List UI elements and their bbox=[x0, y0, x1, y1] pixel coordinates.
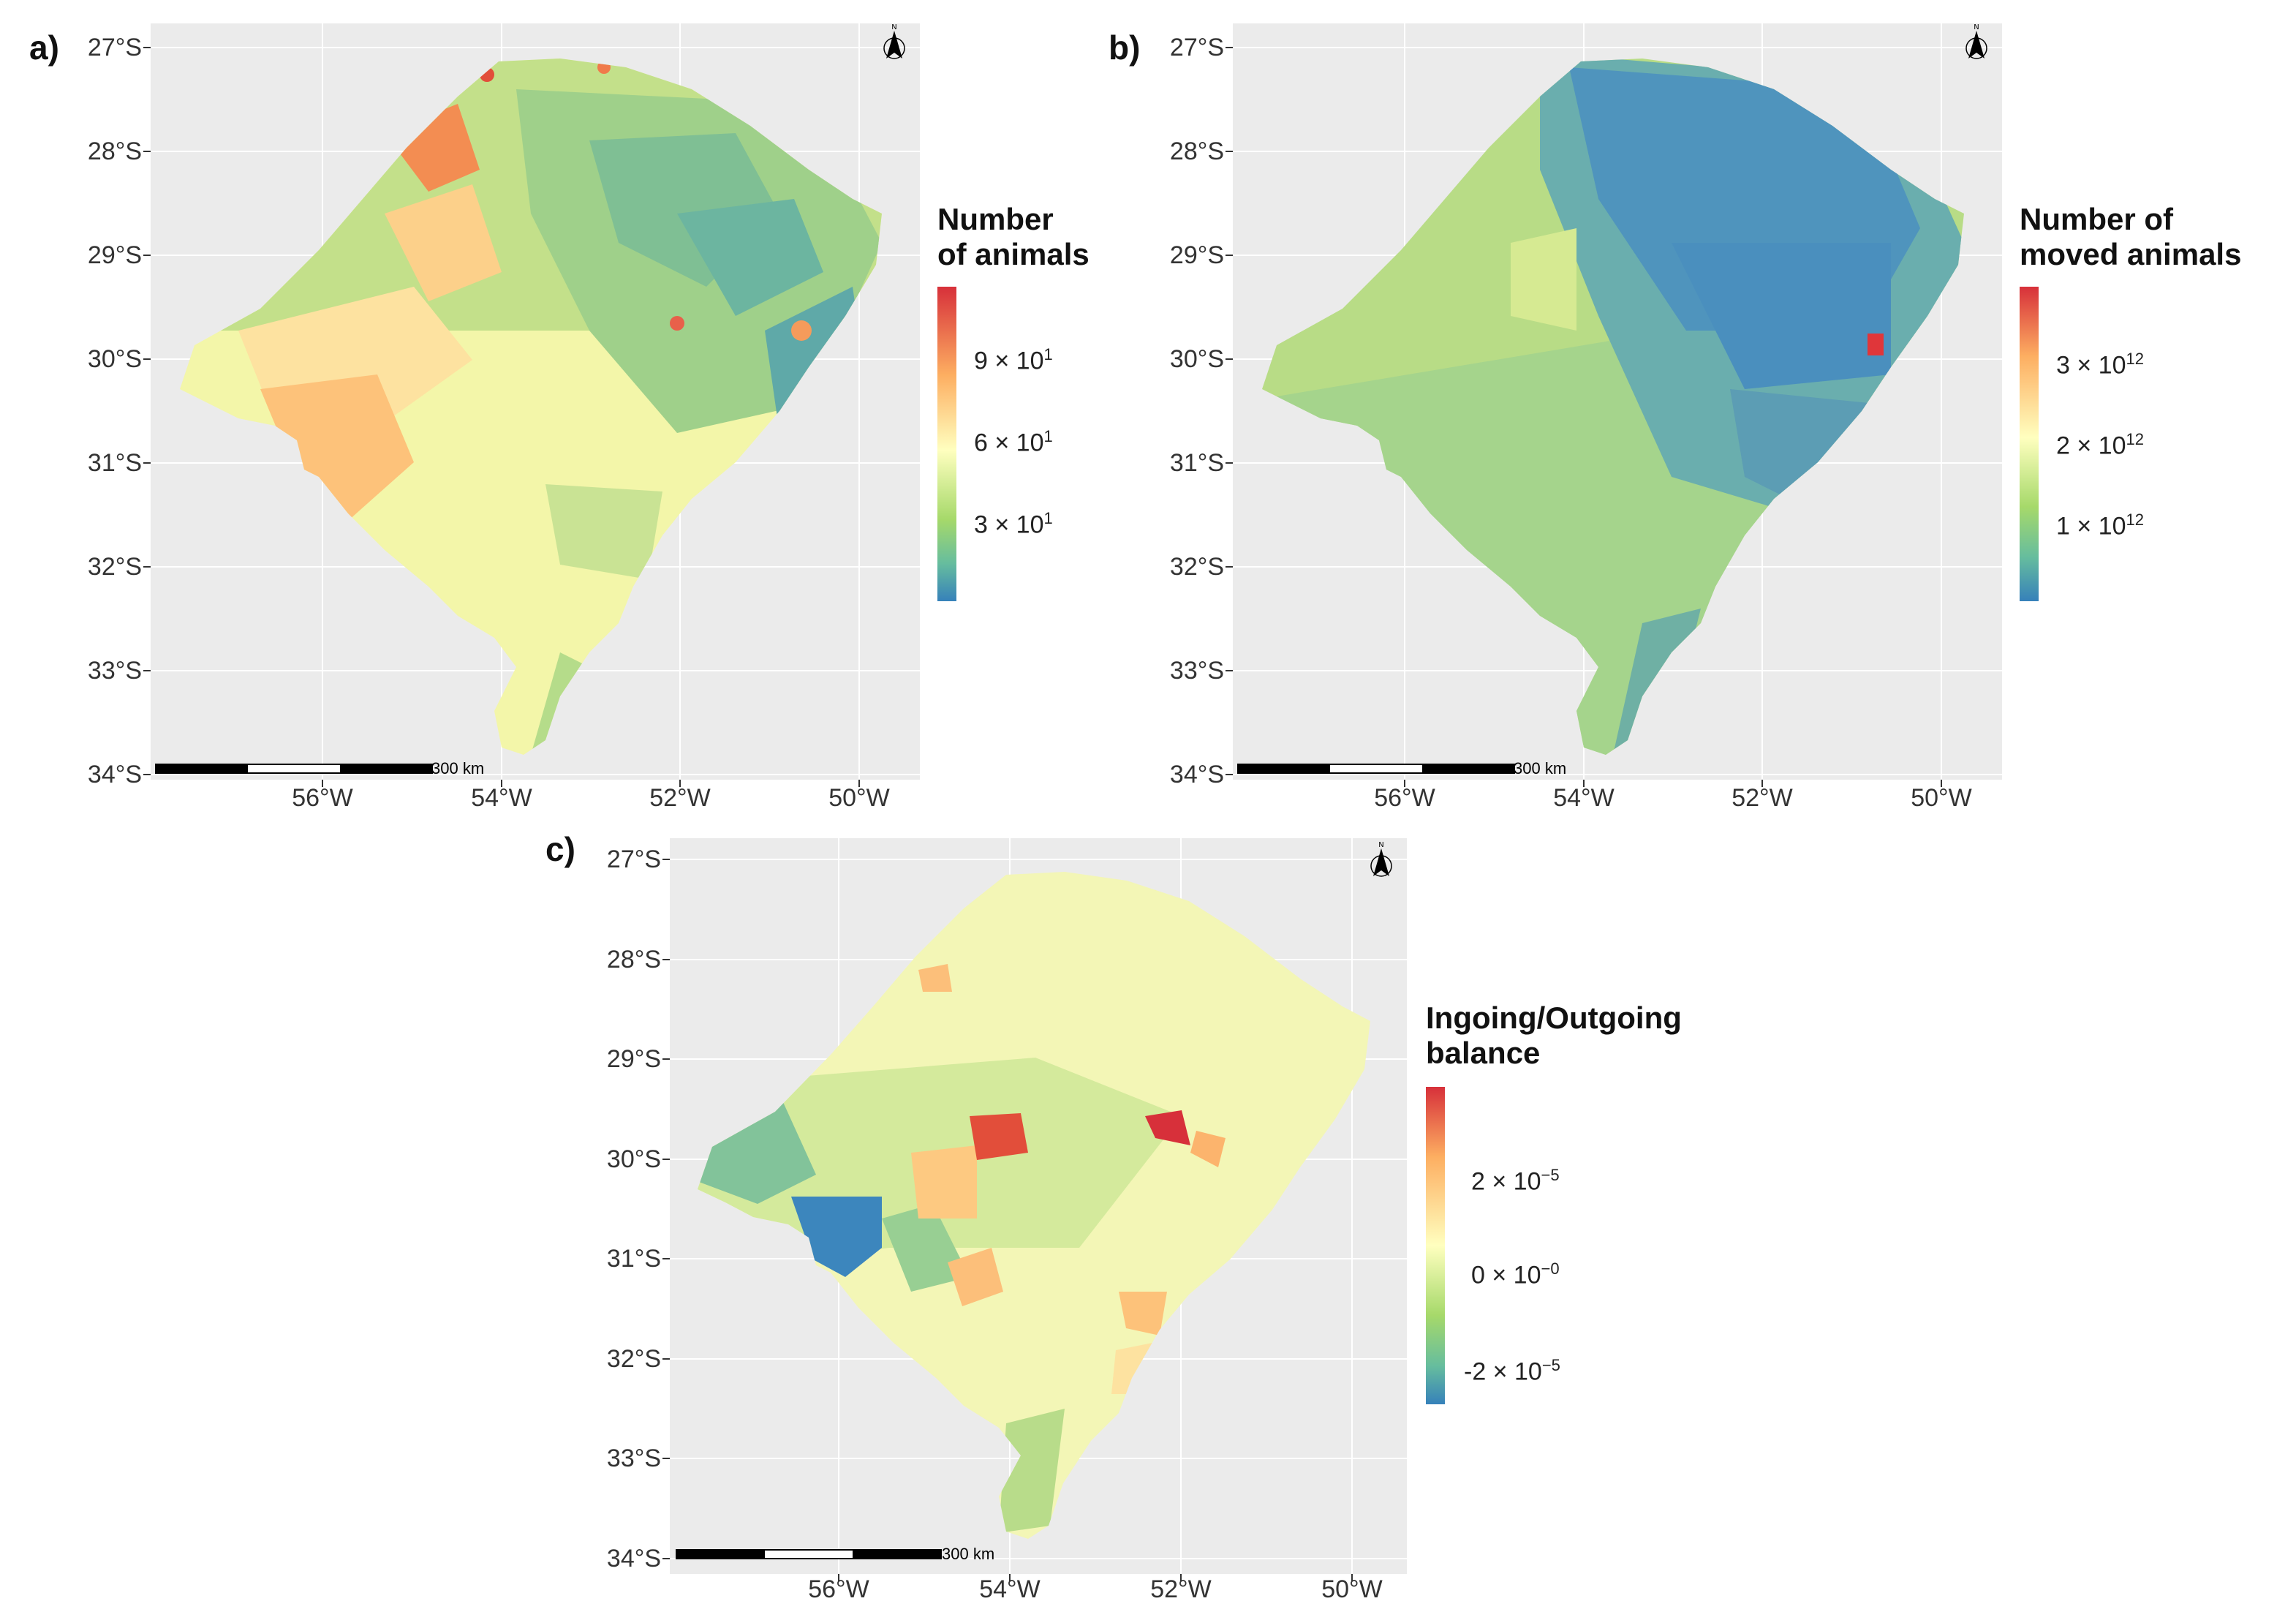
legend-title-c-line2: balance bbox=[1426, 1036, 1541, 1070]
lat-label: 28°S bbox=[87, 138, 142, 165]
panel-a: a) bbox=[0, 0, 1141, 812]
lat-label: 33°S bbox=[606, 1445, 661, 1472]
lat-label: 31°S bbox=[606, 1245, 661, 1273]
legend-colorbar-b bbox=[2020, 287, 2039, 601]
panel-c: c) bbox=[541, 812, 1755, 1612]
lat-label: 29°S bbox=[1169, 241, 1224, 269]
lat-label: 31°S bbox=[1169, 449, 1224, 477]
legend-label-a: 3 × 101 bbox=[974, 509, 1053, 539]
svg-text:N: N bbox=[1974, 23, 1979, 31]
lat-label: 27°S bbox=[1169, 34, 1224, 61]
scale-bar-label-c: 300 km bbox=[942, 1545, 995, 1563]
legend-title-a-line1: Number bbox=[937, 202, 1054, 236]
legend-label-b: 2 × 1012 bbox=[2056, 430, 2144, 460]
legend-colorbar-a bbox=[937, 287, 956, 601]
scale-bar-c bbox=[676, 1549, 942, 1559]
panel-label-b: b) bbox=[1109, 29, 1141, 67]
svg-text:N: N bbox=[891, 23, 896, 31]
legend-label-c: 0 × 10−0 bbox=[1471, 1259, 1560, 1289]
lat-label: 34°S bbox=[1169, 761, 1224, 788]
lon-label: 52°W bbox=[1150, 1575, 1212, 1603]
lon-label: 56°W bbox=[1374, 784, 1435, 812]
svg-text:N: N bbox=[1378, 841, 1383, 849]
scale-bar-label-b: 300 km bbox=[1514, 759, 1567, 777]
lat-label: 30°S bbox=[1169, 345, 1224, 373]
lon-label: 56°W bbox=[292, 784, 353, 812]
lon-label: 54°W bbox=[979, 1575, 1041, 1603]
legend-title-b-line1: Number of bbox=[2020, 202, 2173, 236]
lat-label: 32°S bbox=[606, 1345, 661, 1373]
north-arrow-b: N bbox=[1965, 23, 1987, 59]
lon-label: 54°W bbox=[471, 784, 532, 812]
lat-label: 28°S bbox=[606, 946, 661, 973]
legend-title-b-line2: moved animals bbox=[2020, 237, 2242, 271]
lat-label: 33°S bbox=[87, 657, 142, 685]
lon-label: 50°W bbox=[1911, 784, 1972, 812]
lon-label: 50°W bbox=[1321, 1575, 1383, 1603]
lon-label: 52°W bbox=[649, 784, 711, 812]
lat-label: 34°S bbox=[87, 761, 142, 788]
lon-label: 54°W bbox=[1553, 784, 1615, 812]
legend-label-c: -2 × 10−5 bbox=[1464, 1356, 1560, 1386]
panel-label-c: c) bbox=[545, 830, 575, 868]
lat-label: 30°S bbox=[606, 1145, 661, 1173]
north-arrow-a: N bbox=[883, 23, 905, 59]
legend-label-b: 1 × 1012 bbox=[2056, 511, 2144, 541]
lat-label: 27°S bbox=[87, 34, 142, 61]
lon-label: 56°W bbox=[808, 1575, 869, 1603]
legend-title-a-line2: of animals bbox=[937, 237, 1090, 271]
map-plot-a: N 300 km bbox=[151, 23, 920, 780]
legend-label-a: 6 × 101 bbox=[974, 427, 1053, 457]
lat-label: 30°S bbox=[87, 345, 142, 373]
scale-bar-a bbox=[155, 764, 433, 774]
lat-label: 27°S bbox=[606, 845, 661, 873]
lat-label: 29°S bbox=[87, 241, 142, 269]
lat-label: 32°S bbox=[87, 553, 142, 581]
lat-label: 33°S bbox=[1169, 657, 1224, 685]
north-arrow-c: N bbox=[1370, 841, 1392, 877]
state-map-a bbox=[180, 59, 882, 755]
state-map-c bbox=[698, 872, 1370, 1539]
lon-label: 52°W bbox=[1732, 784, 1793, 812]
lon-label: 50°W bbox=[828, 784, 890, 812]
panel-label-a: a) bbox=[29, 29, 59, 67]
legend-label-a: 9 × 101 bbox=[974, 345, 1053, 375]
legend-title-c-line1: Ingoing/Outgoing bbox=[1426, 1001, 1682, 1035]
lat-label: 29°S bbox=[606, 1045, 661, 1073]
map-plot-c: N 300 km bbox=[670, 838, 1407, 1574]
lat-label: 32°S bbox=[1169, 553, 1224, 581]
scale-bar-label-a: 300 km bbox=[431, 759, 485, 777]
legend-label-b: 3 × 1012 bbox=[2056, 350, 2144, 380]
legend-colorbar-c bbox=[1426, 1087, 1445, 1404]
panel-b: b) N bbox=[1082, 0, 2296, 812]
map-plot-b: N 300 km bbox=[1233, 23, 2002, 780]
legend-label-c: 2 × 10−5 bbox=[1471, 1166, 1560, 1196]
scale-bar-b bbox=[1237, 764, 1515, 774]
lat-label: 28°S bbox=[1169, 138, 1224, 165]
lat-label: 31°S bbox=[87, 449, 142, 477]
state-map-b bbox=[1262, 59, 1964, 755]
lat-label: 34°S bbox=[606, 1545, 661, 1573]
